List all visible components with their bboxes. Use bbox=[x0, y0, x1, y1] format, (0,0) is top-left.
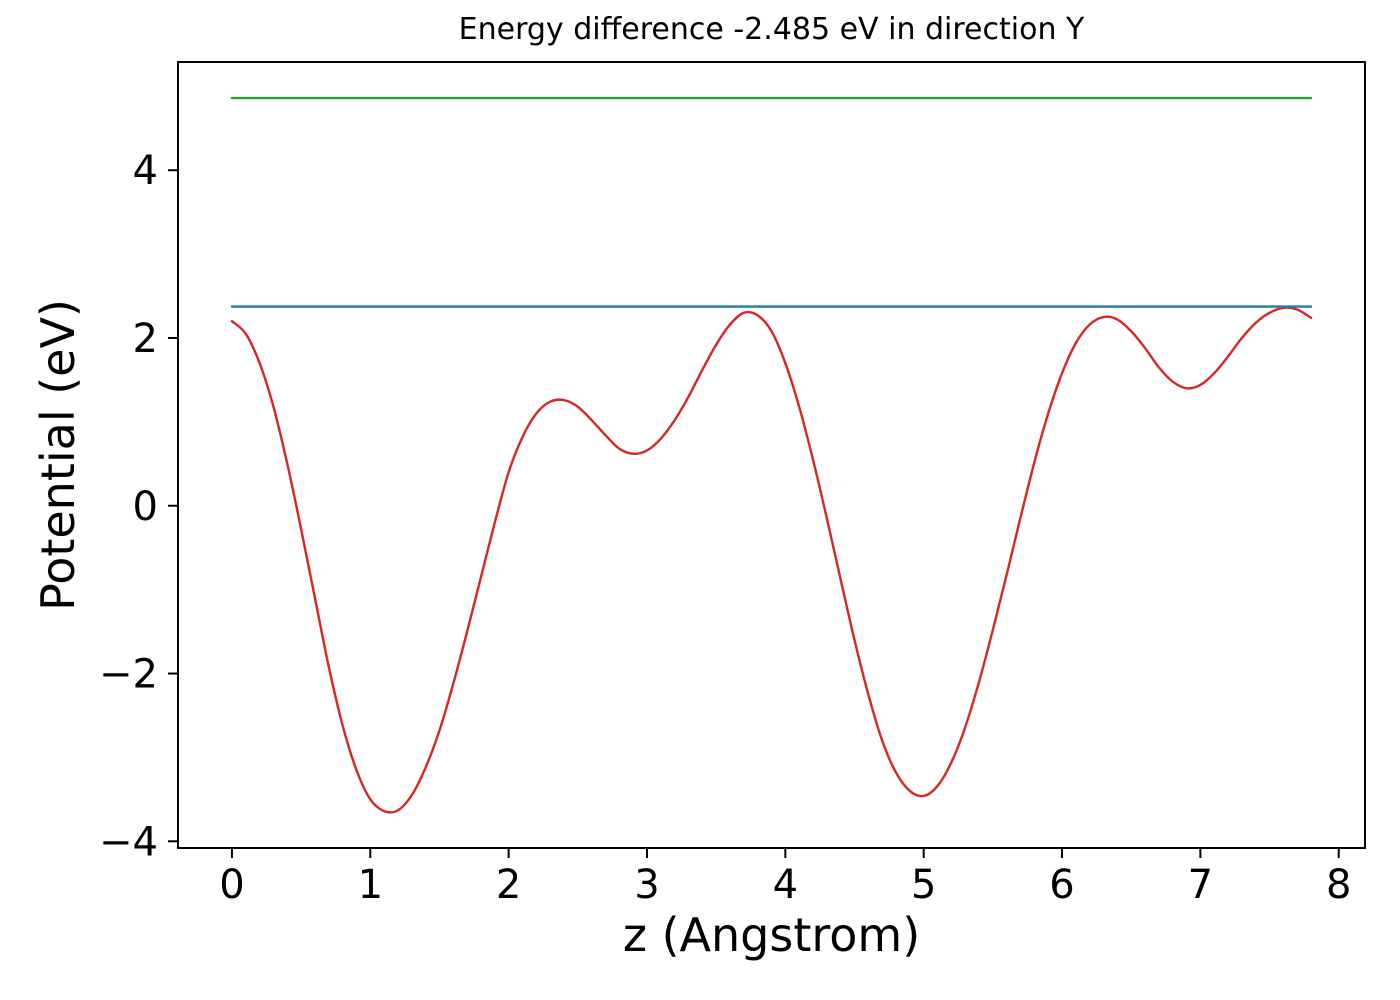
x-tick-label: 0 bbox=[219, 862, 244, 908]
chart-title: Energy difference -2.485 eV in direction… bbox=[458, 12, 1085, 47]
y-tick-label: −2 bbox=[99, 652, 158, 698]
y-axis-label: Potential (eV) bbox=[31, 299, 85, 611]
y-tick-label: −4 bbox=[99, 819, 158, 865]
series-planar-averaged-potential bbox=[230, 306, 1313, 814]
x-tick-label: 4 bbox=[773, 862, 798, 908]
x-tick-label: 6 bbox=[1049, 862, 1074, 908]
y-tick-label: 2 bbox=[133, 316, 158, 362]
x-tick-label: 2 bbox=[496, 862, 521, 908]
x-tick-label: 1 bbox=[358, 862, 383, 908]
y-tick-label: 4 bbox=[133, 148, 158, 194]
y-tick-label: 0 bbox=[133, 484, 158, 530]
x-tick-label: 7 bbox=[1188, 862, 1213, 908]
x-axis-label: z (Angstrom) bbox=[622, 908, 921, 962]
x-tick-label: 3 bbox=[634, 862, 659, 908]
x-tick-label: 5 bbox=[911, 862, 936, 908]
x-tick-label: 8 bbox=[1326, 862, 1351, 908]
axes-frame bbox=[177, 61, 1366, 849]
